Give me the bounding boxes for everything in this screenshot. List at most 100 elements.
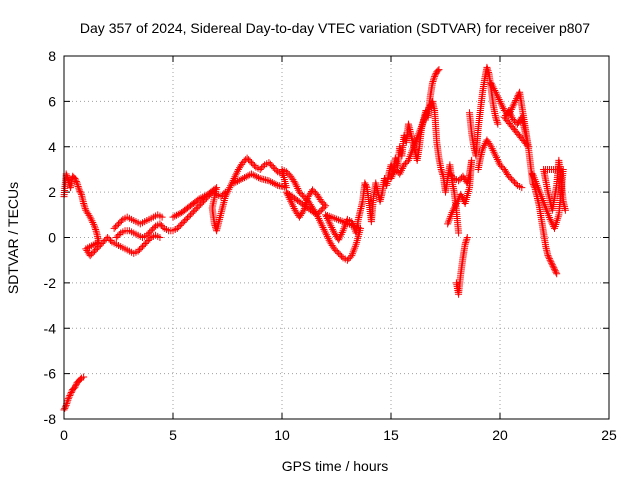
data-point [226, 184, 234, 192]
data-point [506, 174, 514, 182]
data-point [338, 252, 346, 260]
data-point [321, 227, 329, 235]
data-point [242, 173, 250, 181]
data-point [463, 234, 471, 241]
data-point [487, 143, 495, 151]
data-point [461, 240, 469, 248]
data-point [192, 205, 200, 213]
data-point [552, 268, 560, 276]
y-axis-ticks: -8 -6 -4 -2 0 2 4 6 8 [44, 48, 609, 427]
data-point [265, 177, 273, 185]
data-point [230, 179, 238, 187]
data-point [171, 212, 179, 220]
data-point [182, 215, 190, 223]
data-point [115, 220, 122, 228]
data-point [457, 190, 465, 198]
data-point [143, 231, 151, 239]
data-point [486, 141, 494, 149]
data-point [156, 220, 164, 228]
data-point [299, 208, 307, 216]
data-point [285, 194, 293, 202]
data-point [72, 382, 80, 390]
data-point [258, 164, 266, 172]
data-point [67, 389, 75, 397]
data-point [290, 177, 298, 185]
data-point [507, 112, 515, 120]
data-point [231, 173, 239, 181]
data-point [178, 220, 186, 228]
data-point [243, 154, 251, 162]
data-point [493, 90, 501, 98]
data-point [259, 162, 267, 170]
data-point [73, 179, 81, 187]
data-point [424, 106, 432, 114]
data-point [176, 221, 184, 229]
data-point [453, 198, 461, 206]
data-point [554, 213, 562, 221]
data-point [141, 240, 149, 248]
data-point [323, 233, 331, 241]
data-point [61, 404, 69, 412]
data-point [545, 253, 553, 261]
data-point [115, 230, 123, 238]
data-point [544, 252, 552, 260]
data-point [335, 236, 343, 244]
data-point [549, 262, 557, 270]
data-point [105, 235, 113, 243]
data-point [489, 146, 497, 154]
data-point [509, 102, 517, 110]
data-point [329, 227, 337, 235]
data-point [71, 383, 79, 391]
y-tick-label: 0 [48, 230, 56, 246]
data-point [222, 191, 230, 199]
data-point [99, 238, 107, 246]
data-point [506, 108, 514, 116]
data-point [452, 201, 460, 209]
data-point [291, 179, 299, 187]
data-point [294, 184, 302, 192]
data-point [310, 187, 318, 195]
data-point [64, 177, 72, 185]
data-point [361, 179, 369, 187]
data-point [269, 163, 277, 171]
data-point [284, 169, 292, 177]
data-point [449, 173, 457, 181]
data-point [511, 178, 519, 186]
data-point [104, 234, 112, 241]
data-point [315, 216, 323, 224]
data-point [157, 221, 165, 229]
data-point [282, 188, 290, 196]
data-point [159, 223, 167, 231]
data-point [315, 214, 323, 222]
data-point [143, 238, 151, 246]
data-point [289, 203, 297, 211]
data-point [200, 192, 208, 200]
data-point [508, 175, 516, 183]
data-point [336, 232, 344, 240]
data-point [64, 396, 72, 404]
data-point [173, 224, 181, 232]
data-point [430, 74, 438, 82]
data-point [314, 213, 322, 221]
data-point [380, 175, 388, 183]
data-point [72, 176, 80, 184]
data-point [71, 175, 79, 183]
data-point [329, 225, 337, 233]
data-point [510, 100, 518, 108]
data-point [239, 159, 247, 167]
data-point [490, 148, 498, 156]
data-point [195, 202, 203, 210]
data-point [322, 229, 330, 237]
data-point [76, 187, 84, 195]
data-point [449, 207, 457, 215]
data-point [425, 104, 433, 112]
data-point [249, 171, 257, 179]
data-point [253, 173, 261, 181]
data-point [282, 168, 290, 176]
data-point [506, 110, 514, 118]
data-point [553, 270, 561, 278]
data-point [284, 192, 292, 200]
data-point [90, 220, 98, 228]
data-point [505, 106, 513, 114]
data-point [388, 173, 396, 181]
